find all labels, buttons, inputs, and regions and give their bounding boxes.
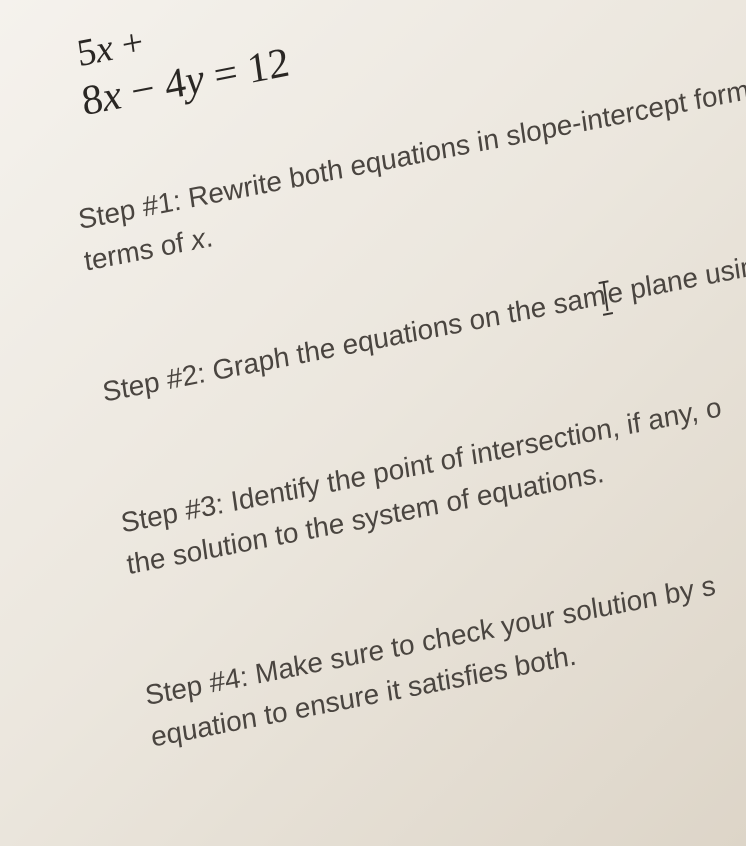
worksheet-page: 5x + 8x − 4y = 12 Step #1: Rewrite both … bbox=[0, 0, 746, 776]
